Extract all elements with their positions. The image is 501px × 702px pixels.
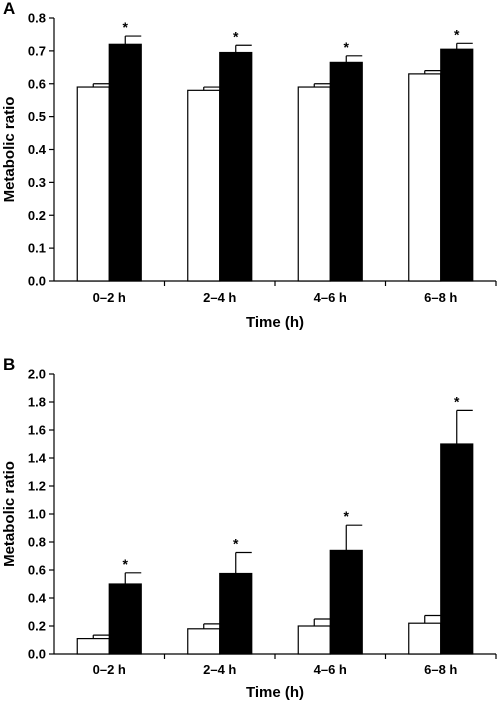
x-tick-label: 6–8 h [424,290,457,305]
bar [329,61,363,282]
bar [187,89,221,282]
y-tick-label: 1.4 [28,451,47,466]
bar [219,572,253,655]
y-tick-label: 0.2 [28,619,46,634]
x-tick-label: 4–6 h [314,662,347,677]
bar [329,549,363,655]
bar [440,443,474,655]
y-axis-label: Metabolic ratio [1,461,18,567]
y-tick-label: 1.2 [28,479,46,494]
x-axis-label: Time (h) [246,684,304,701]
y-tick-label: 0.5 [28,109,46,124]
panel-letter: B [3,355,15,374]
bar [408,73,442,282]
y-tick-label: 0.6 [28,563,46,578]
y-tick-label: 0.6 [28,76,46,91]
bar [297,625,331,655]
significance-marker: * [123,19,129,35]
y-tick-label: 1.0 [28,507,46,522]
significance-marker: * [233,536,239,552]
bar [408,622,442,655]
y-tick-label: 1.8 [28,395,46,410]
y-tick-label: 0.8 [28,535,46,550]
y-tick-label: 0.0 [28,274,46,289]
chart-panel-b: B 0.0 0.2 0.4 0.6 0.8 1.0 1.2 1.4 1.6 1.8 2.0 * 0–2 h… [1,355,497,701]
chart-panel-a: A 0.0 0.1 0.2 0.3 0.4 0.5 0.6 0.7 0.8 * 0–2 h * 2–4 h… [1,0,497,331]
x-tick-label: 4–6 h [314,290,347,305]
y-tick-label: 0.0 [28,647,46,662]
bar [219,51,253,282]
significance-marker: * [454,26,460,42]
y-tick-label: 0.8 [28,11,46,26]
bar [187,628,221,655]
bar [297,86,331,282]
y-axis-label: Metabolic ratio [1,97,18,203]
significance-marker: * [454,393,460,409]
panel-letter: A [3,0,15,18]
y-tick-label: 0.4 [28,142,47,157]
x-tick-label: 2–4 h [203,662,236,677]
significance-marker: * [233,28,239,44]
significance-marker: * [344,39,350,55]
significance-marker: * [344,508,350,524]
x-tick-label: 2–4 h [203,290,236,305]
bar [108,43,142,282]
x-tick-label: 6–8 h [424,662,457,677]
y-tick-label: 0.2 [28,208,46,223]
x-tick-label: 0–2 h [93,290,126,305]
y-tick-label: 0.4 [28,591,47,606]
y-tick-label: 1.6 [28,423,46,438]
y-tick-label: 0.3 [28,175,46,190]
bar [76,637,110,655]
y-tick-label: 0.7 [28,43,46,58]
bar [76,86,110,282]
bar [440,48,474,282]
x-axis-label: Time (h) [246,314,304,331]
y-tick-label: 0.1 [28,241,46,256]
y-tick-label: 2.0 [28,367,46,382]
significance-marker: * [123,556,129,572]
bar [108,583,142,655]
x-tick-label: 0–2 h [93,662,126,677]
